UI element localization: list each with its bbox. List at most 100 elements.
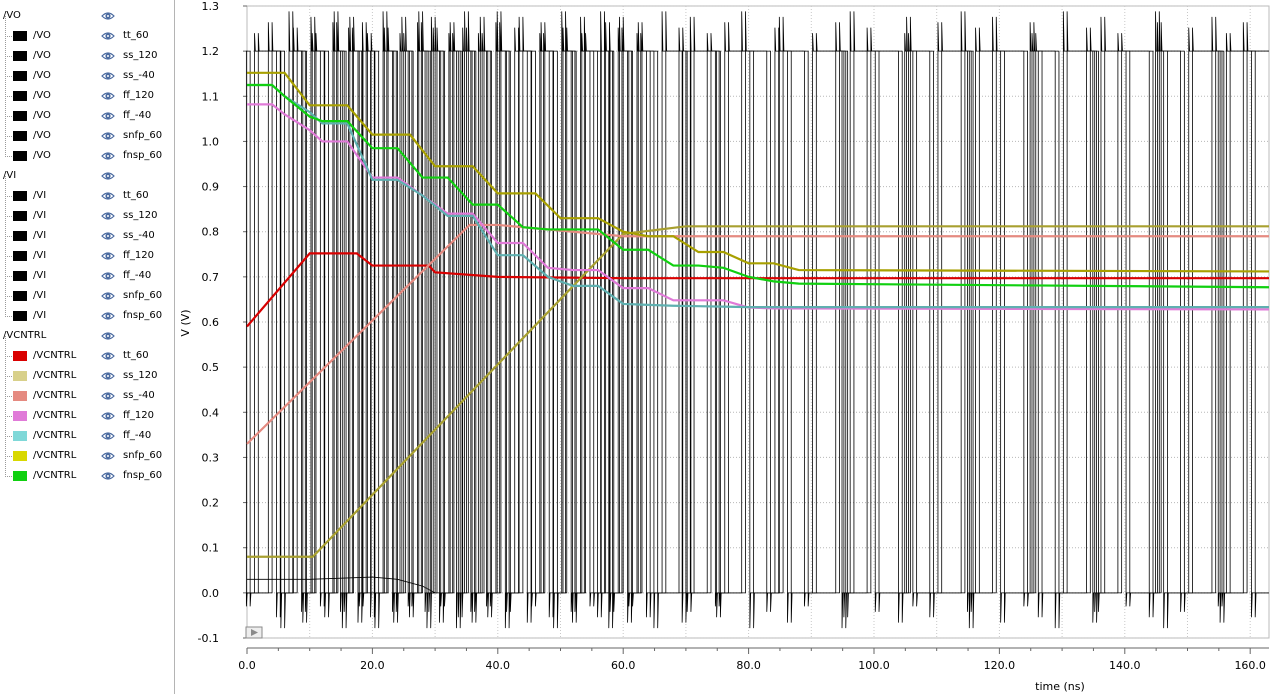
eye-icon[interactable] [101,470,115,482]
series-line-ss_-40 [246,223,1269,445]
legend-item[interactable]: /VI fnsp_60 [0,296,174,326]
eye-icon[interactable] [101,210,115,222]
eye-icon[interactable] [101,150,115,162]
corner-label: tt_60 [123,350,149,361]
legend-item[interactable]: /VCNTRL tt_60 [0,336,174,366]
corner-label: fnsp_60 [123,150,163,161]
tree-connector [5,76,12,97]
legend-item[interactable]: /VI snfp_60 [0,276,174,306]
eye-icon[interactable] [101,450,115,462]
color-swatch [13,411,27,421]
eye-icon[interactable] [101,90,115,102]
eye-icon[interactable] [101,50,115,62]
tree-connector [5,356,12,377]
eye-icon[interactable] [101,30,115,42]
color-swatch [13,111,27,121]
legend-item[interactable]: /VCNTRL ss_120 [0,356,174,386]
legend-item[interactable]: /VCNTRL ff_-40 [0,416,174,446]
x-tick-label: 40.0 [486,659,511,672]
eye-icon[interactable] [101,350,115,362]
eye-icon[interactable] [101,310,115,322]
tree-connector [5,56,12,77]
signal-label: /VCNTRL [33,390,77,401]
color-swatch [13,151,27,161]
tree-connector [5,276,12,297]
eye-icon[interactable] [101,170,115,182]
color-swatch [13,351,27,361]
corner-label: ff_-40 [123,110,152,121]
legend-item[interactable]: /VO ff_120 [0,76,174,106]
eye-icon[interactable] [101,130,115,142]
eye-icon[interactable] [101,230,115,242]
tree-connector [5,396,12,417]
eye-icon[interactable] [101,330,115,342]
legend-item[interactable]: /VI ss_-40 [0,216,174,246]
legend-item[interactable]: /VO tt_60 [0,16,174,46]
legend-item[interactable]: /VI ff_-40 [0,256,174,286]
color-swatch [13,211,27,221]
signal-label: /VO [33,150,51,161]
eye-icon[interactable] [101,110,115,122]
tree-connector [5,456,12,477]
tree-connector [5,36,12,57]
eye-icon[interactable] [101,390,115,402]
legend-group-name: /VCNTRL [3,330,47,341]
legend-item[interactable]: /VI tt_60 [0,176,174,206]
corner-label: ff_-40 [123,270,152,281]
x-tick-label: 0.0 [238,659,256,672]
signal-label: /VCNTRL [33,370,77,381]
eye-icon[interactable] [101,70,115,82]
legend-item[interactable]: /VO ff_-40 [0,96,174,126]
y-tick-label: 0.9 [202,181,220,194]
legend-item[interactable]: /VO snfp_60 [0,116,174,146]
x-tick-label: 120.0 [984,659,1016,672]
signal-label: /VO [33,70,51,81]
signal-label: /VCNTRL [33,410,77,421]
corner-label: tt_60 [123,30,149,41]
color-swatch [13,231,27,241]
legend-group-0[interactable]: /VO [0,6,174,26]
legend-item[interactable]: /VO fnsp_60 [0,136,174,166]
legend-item[interactable]: /VO ss_120 [0,36,174,66]
legend-item[interactable]: /VCNTRL ss_-40 [0,376,174,406]
x-tick-label: 80.0 [736,659,761,672]
legend-item[interactable]: /VCNTRL snfp_60 [0,436,174,466]
tree-connector [5,436,12,457]
signal-label: /VCNTRL [33,430,77,441]
legend-item[interactable]: /VO ss_-40 [0,56,174,86]
eye-icon[interactable] [101,250,115,262]
signal-label: /VO [33,30,51,41]
corner-label: ss_-40 [123,230,155,241]
corner-label: ss_120 [123,210,158,221]
series-line-ff_120 [247,103,1270,311]
tree-connector [5,196,12,217]
signal-label: /VO [33,50,51,61]
eye-icon[interactable] [101,190,115,202]
y-tick-label: 0.4 [202,406,220,419]
y-axis-label: V (V) [179,309,192,336]
legend-group-2[interactable]: /VCNTRL [0,326,174,346]
corner-label: ff_120 [123,410,154,421]
tree-connector [5,236,12,257]
eye-icon[interactable] [101,370,115,382]
x-tick-label: 60.0 [611,659,636,672]
eye-icon[interactable] [101,430,115,442]
grid-lines [243,5,1270,654]
eye-icon[interactable] [101,290,115,302]
legend-item[interactable]: /VI ss_120 [0,196,174,226]
play-icon[interactable] [245,626,263,639]
y-tick-label: 0.3 [202,451,220,464]
tree-connector [5,16,12,37]
eye-icon[interactable] [101,10,115,22]
tree-connector [5,216,12,237]
x-tick-label: 140.0 [1109,659,1141,672]
eye-icon[interactable] [101,410,115,422]
legend-item[interactable]: /VI ff_120 [0,236,174,266]
color-swatch [13,391,27,401]
legend-item[interactable]: /VCNTRL fnsp_60 [0,456,174,486]
eye-icon[interactable] [101,270,115,282]
color-swatch [13,71,27,81]
legend-group-1[interactable]: /VI [0,166,174,186]
vi-start-trace [247,576,448,594]
legend-item[interactable]: /VCNTRL ff_120 [0,396,174,426]
